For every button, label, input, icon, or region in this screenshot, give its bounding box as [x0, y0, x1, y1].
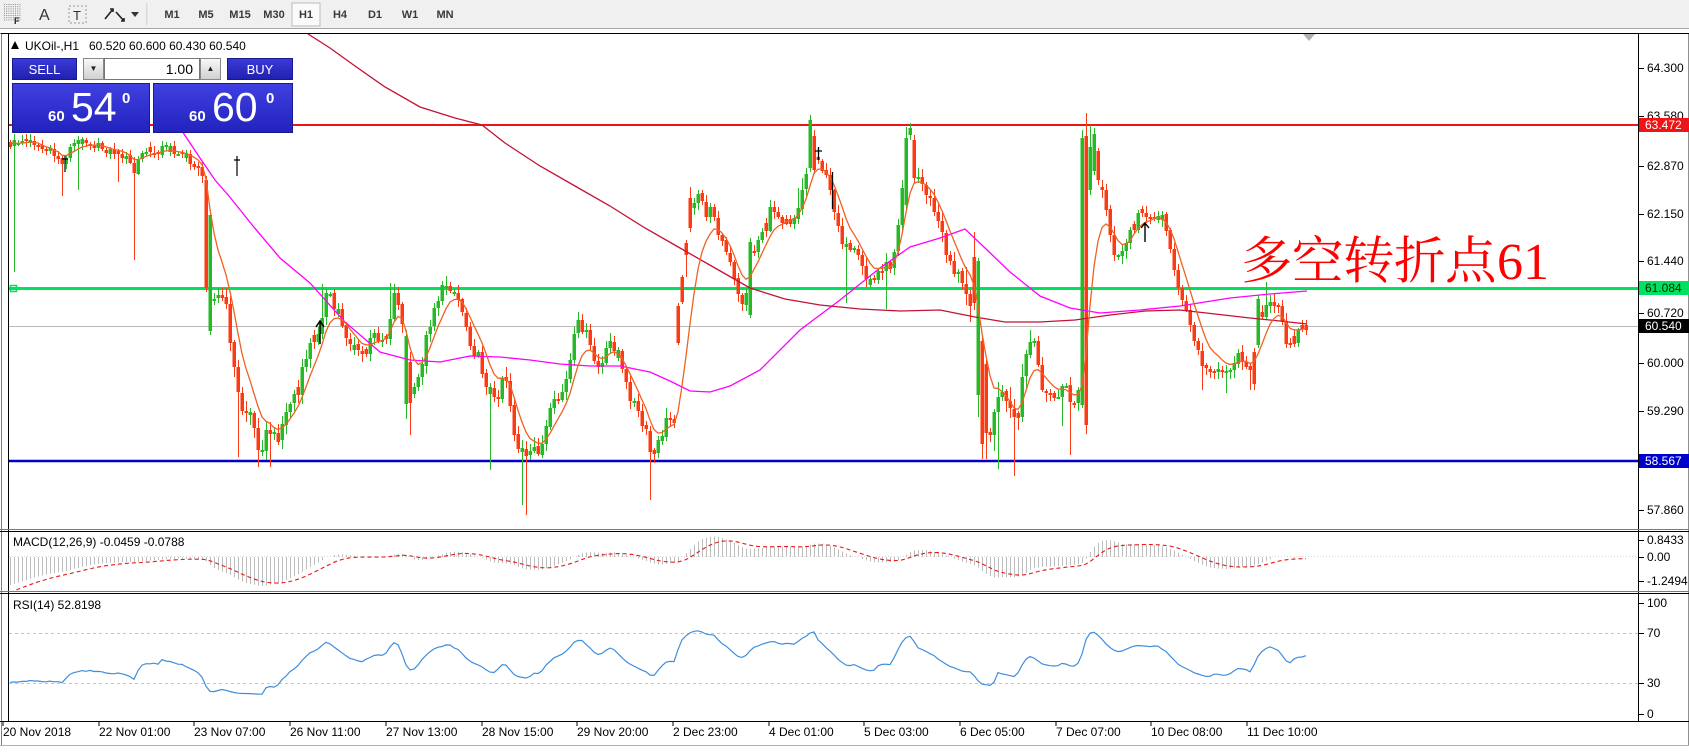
svg-text:57.860: 57.860 [1647, 503, 1684, 517]
svg-text:61: 61 [1497, 234, 1549, 291]
svg-text:27 Nov 13:00: 27 Nov 13:00 [386, 725, 458, 739]
svg-text:61.084: 61.084 [1645, 281, 1682, 295]
svg-text:61.440: 61.440 [1647, 254, 1684, 268]
svg-text:62.150: 62.150 [1647, 207, 1684, 221]
svg-text:M1: M1 [164, 9, 179, 21]
svg-text:0.00: 0.00 [1647, 550, 1671, 564]
svg-text:10 Dec 08:00: 10 Dec 08:00 [1151, 725, 1223, 739]
svg-text:W1: W1 [402, 9, 419, 21]
svg-text:T: T [73, 8, 81, 23]
svg-text:59.290: 59.290 [1647, 404, 1684, 418]
svg-text:4 Dec 01:00: 4 Dec 01:00 [769, 725, 834, 739]
svg-text:11 Dec 10:00: 11 Dec 10:00 [1247, 725, 1318, 739]
svg-text:M15: M15 [229, 9, 250, 21]
svg-text:H1: H1 [299, 9, 313, 21]
svg-text:-1.2494: -1.2494 [1647, 574, 1688, 588]
svg-text:MN: MN [436, 9, 453, 21]
svg-text:MACD(12,26,9) -0.0459 -0.0788: MACD(12,26,9) -0.0459 -0.0788 [13, 535, 185, 549]
svg-text:63.472: 63.472 [1645, 118, 1682, 132]
svg-text:5 Dec 03:00: 5 Dec 03:00 [864, 725, 929, 739]
svg-text:A: A [39, 7, 50, 24]
svg-text:60.540: 60.540 [1645, 319, 1682, 333]
svg-text:23 Nov 07:00: 23 Nov 07:00 [194, 725, 266, 739]
svg-text:H4: H4 [333, 9, 348, 21]
svg-text:29 Nov 20:00: 29 Nov 20:00 [577, 725, 649, 739]
svg-text:70: 70 [1647, 626, 1661, 640]
svg-text:58.567: 58.567 [1645, 454, 1682, 468]
svg-text:2 Dec 23:00: 2 Dec 23:00 [673, 725, 738, 739]
svg-text:62.870: 62.870 [1647, 159, 1684, 173]
svg-text:64.300: 64.300 [1647, 61, 1684, 75]
svg-text:6 Dec 05:00: 6 Dec 05:00 [960, 725, 1025, 739]
svg-text:F: F [14, 16, 20, 26]
svg-text:20 Nov 2018: 20 Nov 2018 [3, 725, 71, 739]
svg-text:100: 100 [1647, 596, 1667, 610]
svg-text:0.8433: 0.8433 [1647, 533, 1684, 547]
svg-text:22 Nov 01:00: 22 Nov 01:00 [99, 725, 171, 739]
svg-text:26 Nov 11:00: 26 Nov 11:00 [290, 725, 361, 739]
svg-text:28 Nov 15:00: 28 Nov 15:00 [482, 725, 554, 739]
svg-text:0: 0 [1647, 707, 1654, 721]
svg-text:30: 30 [1647, 676, 1661, 690]
svg-text:M5: M5 [198, 9, 213, 21]
svg-text:RSI(14) 52.8198: RSI(14) 52.8198 [13, 598, 101, 612]
svg-text:60.000: 60.000 [1647, 356, 1684, 370]
svg-text:D1: D1 [368, 9, 382, 21]
svg-text:M30: M30 [263, 9, 284, 21]
svg-text:60.720: 60.720 [1647, 306, 1684, 320]
svg-text:7 Dec 07:00: 7 Dec 07:00 [1056, 725, 1121, 739]
